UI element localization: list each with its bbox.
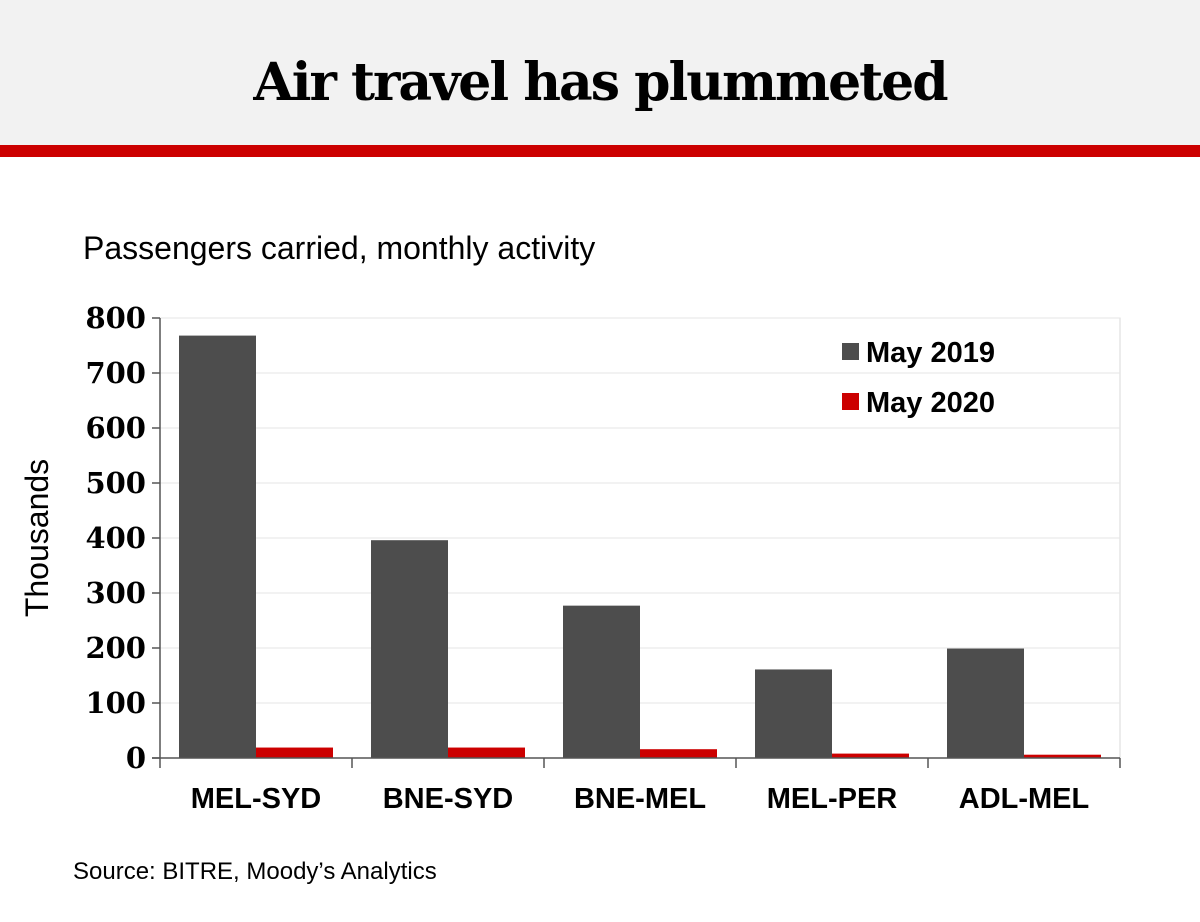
y-tick-label: 800 [85,301,146,335]
x-tick-label: ADL-MEL [959,783,1089,815]
bar-adl-mel-may-2020 [1024,754,1101,758]
x-tick-label: BNE-SYD [383,783,514,815]
bar-adl-mel-may-2019 [947,648,1024,758]
y-tick-label: 200 [85,631,146,665]
y-tick-label: 300 [85,576,146,610]
source-note: Source: BITRE, Moody’s Analytics [73,858,437,885]
y-tick-label: 500 [85,466,146,500]
x-tick-label: MEL-SYD [191,783,322,815]
y-tick-label: 400 [85,521,146,555]
header-band [0,0,1200,145]
title-divider [0,145,1200,157]
chart-title: Air travel has plummeted [253,52,948,113]
bar-bne-mel-may-2020 [640,749,717,758]
x-tick-label: BNE-MEL [574,783,706,815]
bar-mel-per-may-2019 [755,669,832,758]
y-tick-label: 700 [85,356,146,390]
legend-swatch [842,393,859,410]
bar-bne-syd-may-2020 [448,747,525,758]
bar-bne-mel-may-2019 [563,605,640,758]
bar-mel-syd-may-2019 [179,335,256,758]
legend-swatch [842,343,859,360]
y-tick-label: 100 [85,686,146,720]
bar-mel-per-may-2020 [832,753,909,758]
legend-label: May 2019 [866,337,995,369]
bar-bne-syd-may-2019 [371,540,448,758]
y-axis-label: Thousands [19,459,55,617]
y-tick-label: 600 [85,411,146,445]
chart-subtitle: Passengers carried, monthly activity [83,230,596,266]
bar-mel-syd-may-2020 [256,747,333,758]
x-tick-label: MEL-PER [767,783,898,815]
y-tick-label: 0 [126,741,146,775]
legend-label: May 2020 [866,387,995,419]
